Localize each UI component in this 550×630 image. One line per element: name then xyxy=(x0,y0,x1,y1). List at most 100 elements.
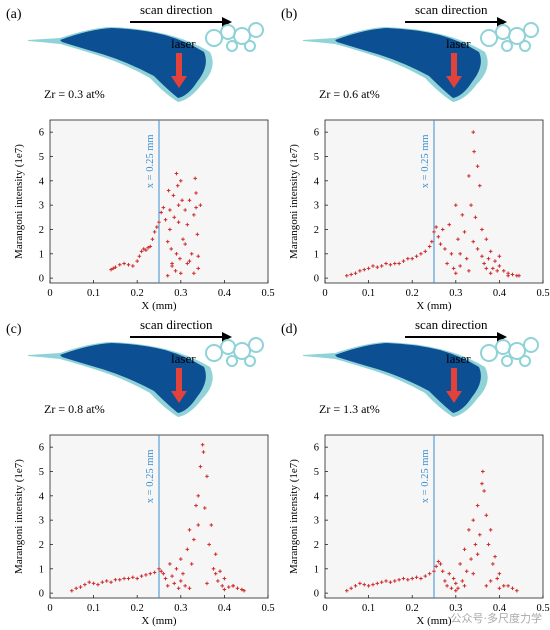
data-point xyxy=(187,586,192,591)
data-point xyxy=(388,262,393,267)
data-point xyxy=(471,239,476,244)
data-point xyxy=(242,588,246,593)
data-point xyxy=(488,249,493,254)
data-point xyxy=(371,582,375,587)
data-point xyxy=(172,581,177,586)
data-point xyxy=(392,579,397,583)
data-point xyxy=(205,581,209,586)
data-point xyxy=(187,528,192,532)
data-point xyxy=(202,506,207,510)
data-point xyxy=(475,503,480,508)
data-point xyxy=(200,442,205,447)
data-point xyxy=(349,586,353,591)
data-point xyxy=(482,261,486,266)
data-point xyxy=(510,586,515,591)
y-tick-label: 5 xyxy=(39,467,44,478)
data-point xyxy=(135,259,139,263)
data-point xyxy=(78,585,83,589)
data-point xyxy=(173,269,178,273)
y-tick-label: 4 xyxy=(39,176,45,187)
data-point xyxy=(181,237,185,242)
y-tick-label: 0 xyxy=(314,589,319,600)
composition-label: Zr = 0.6 at% xyxy=(319,87,380,101)
data-point xyxy=(144,573,148,577)
data-point xyxy=(179,557,183,561)
data-point xyxy=(185,261,190,266)
data-point xyxy=(180,198,184,203)
data-point xyxy=(454,588,458,593)
laser-arrow-head xyxy=(446,76,462,88)
composition-label: Zr = 0.3 at% xyxy=(44,87,105,101)
powder-particles xyxy=(205,22,264,52)
data-point xyxy=(174,567,179,571)
data-point xyxy=(366,584,371,588)
data-point xyxy=(484,266,489,271)
y-tick-label: 5 xyxy=(314,152,319,163)
data-point xyxy=(146,245,150,250)
data-point xyxy=(148,244,153,249)
data-point xyxy=(165,584,170,588)
data-point xyxy=(497,264,502,268)
data-point xyxy=(440,569,445,574)
data-point xyxy=(480,481,484,486)
data-point xyxy=(137,254,142,259)
scatter-series xyxy=(109,171,203,278)
data-point xyxy=(484,584,489,588)
data-point xyxy=(192,213,196,217)
powder-particles xyxy=(480,337,539,367)
data-point xyxy=(456,586,460,591)
data-point xyxy=(379,264,384,268)
data-point xyxy=(181,571,185,576)
data-point xyxy=(454,581,458,586)
data-point xyxy=(168,208,172,212)
y-tick-label: 5 xyxy=(39,152,44,163)
scan-direction-label: scan direction xyxy=(140,2,213,17)
data-point xyxy=(475,247,480,251)
data-point xyxy=(371,264,375,268)
data-point xyxy=(207,542,211,547)
scan-direction-label: scan direction xyxy=(415,317,488,332)
data-point xyxy=(349,272,353,277)
data-point xyxy=(451,266,456,271)
y-axis-label: Marangoni intensity (1e7) xyxy=(13,144,25,259)
data-point xyxy=(410,256,414,261)
data-point xyxy=(506,273,510,278)
data-point xyxy=(462,547,467,552)
melt-pool-illustration xyxy=(28,27,213,102)
composition-label: Zr = 0.8 at% xyxy=(44,402,105,416)
data-point xyxy=(111,266,116,271)
data-point xyxy=(235,586,240,591)
data-point xyxy=(497,571,502,576)
data-point xyxy=(211,567,216,571)
data-point xyxy=(473,542,478,547)
data-point xyxy=(362,582,367,587)
x-tick-label: 0.5 xyxy=(536,288,549,299)
panel-label: (a) xyxy=(6,7,22,22)
data-point xyxy=(196,266,201,271)
data-point xyxy=(401,259,406,263)
data-point xyxy=(148,571,153,576)
data-point xyxy=(87,580,92,584)
data-point xyxy=(104,579,109,583)
data-point xyxy=(438,562,443,566)
data-point xyxy=(122,261,126,266)
powder-particles xyxy=(480,22,539,52)
data-point xyxy=(131,575,135,580)
data-point xyxy=(187,259,192,263)
data-point xyxy=(464,569,469,574)
y-tick-label: 2 xyxy=(314,225,319,236)
data-point xyxy=(183,208,187,212)
data-point xyxy=(169,247,174,251)
laser-label: laser xyxy=(171,351,196,366)
data-point xyxy=(467,269,471,273)
data-point xyxy=(427,244,432,249)
data-point xyxy=(375,265,380,269)
data-point xyxy=(517,273,521,278)
panel-a: (a) scan direction laser Zr = 0.3 at% 0 1 2 3 4 5… xyxy=(0,0,275,315)
data-point xyxy=(168,227,172,232)
y-tick-label: 6 xyxy=(39,128,44,139)
laser-arrow-head xyxy=(171,76,187,88)
data-point xyxy=(168,562,172,566)
data-point xyxy=(113,577,118,582)
x-tick-label: 0.1 xyxy=(362,603,375,614)
